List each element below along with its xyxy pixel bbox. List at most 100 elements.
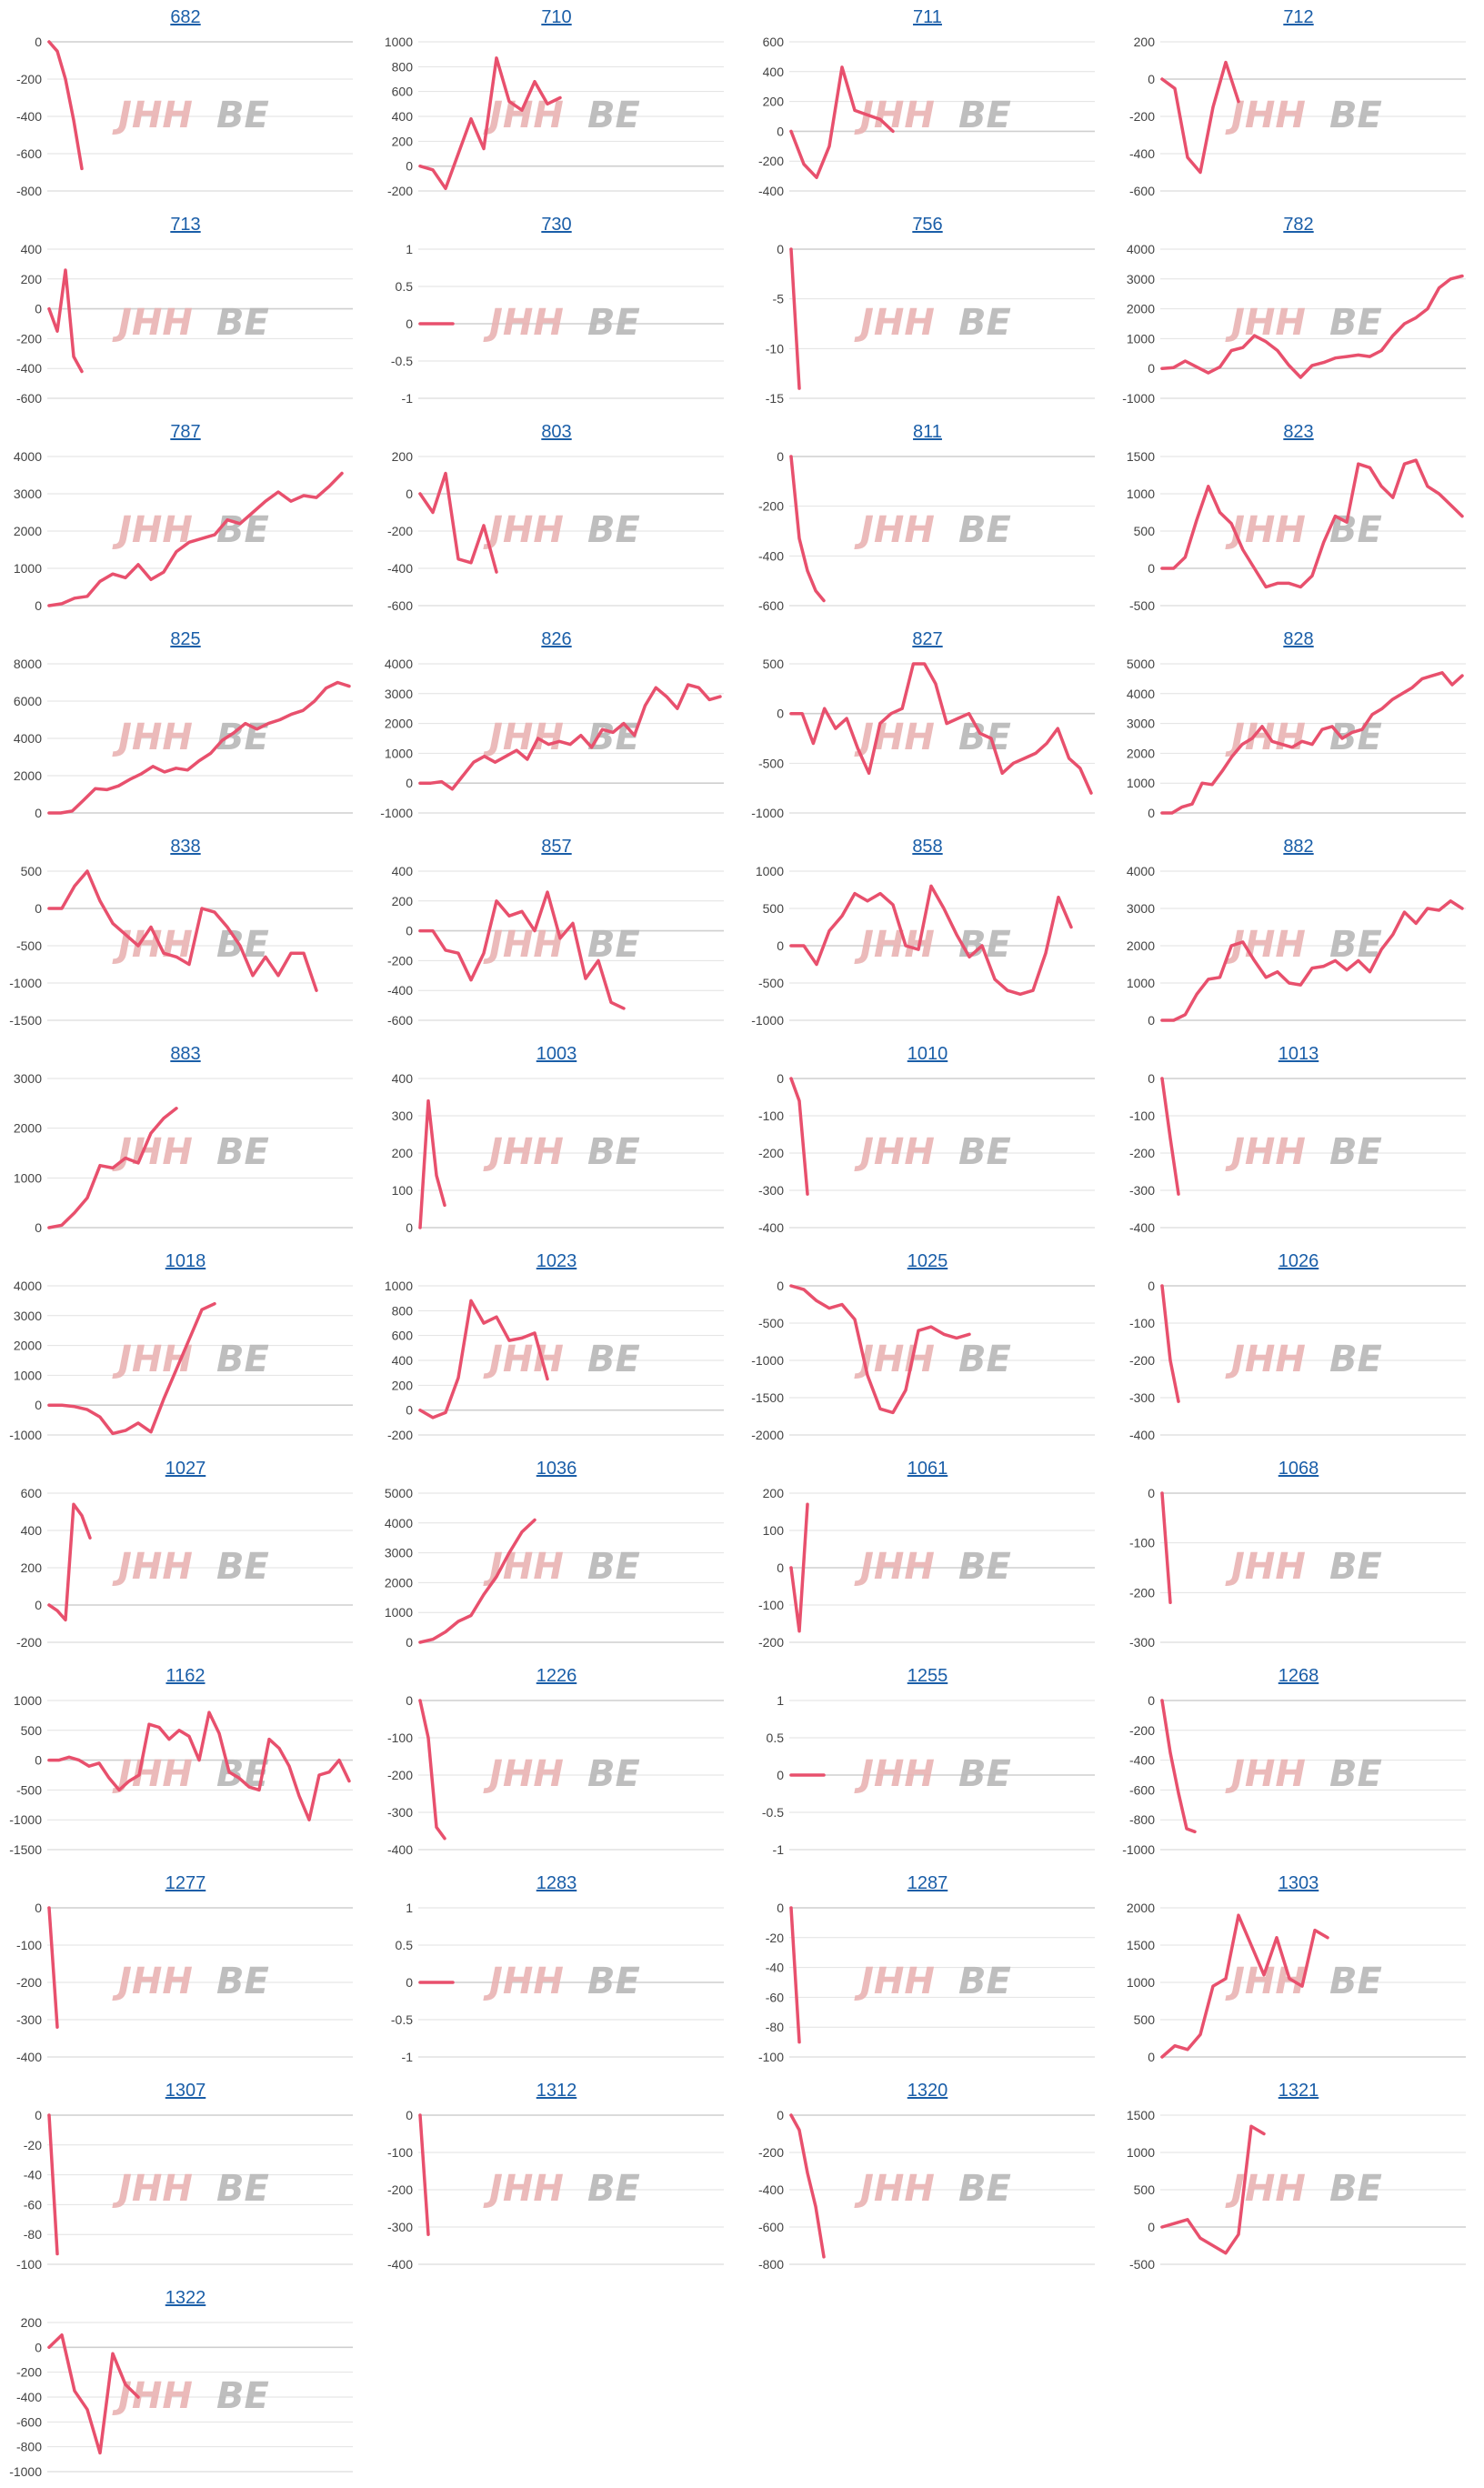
chart-title-link[interactable]: 713 bbox=[170, 215, 201, 235]
y-tick-label: 2000 bbox=[385, 1575, 413, 1590]
chart-panel-838: 500 0 -500 -1000 -1500 JHH BE 838 bbox=[0, 829, 371, 1037]
watermark-logo: JHH BE bbox=[483, 509, 640, 551]
chart-title-link[interactable]: 756 bbox=[912, 215, 943, 235]
y-tick-label: -1000 bbox=[1122, 1842, 1155, 1857]
chart-title-link[interactable]: 825 bbox=[170, 629, 201, 649]
y-tick-label: 0 bbox=[1148, 2050, 1155, 2064]
series-line bbox=[47, 1710, 351, 1821]
chart-title-link[interactable]: 838 bbox=[170, 837, 201, 857]
chart-svg: 0 -100 -200 -300 -400 JHH BE bbox=[16, 1901, 353, 2064]
chart-title-link[interactable]: 1026 bbox=[1278, 1251, 1319, 1271]
chart-title-link[interactable]: 787 bbox=[170, 422, 201, 442]
y-tick-label: 200 bbox=[763, 1486, 785, 1500]
chart-title-link[interactable]: 1307 bbox=[165, 2081, 206, 2101]
chart-title-link[interactable]: 882 bbox=[1283, 837, 1314, 857]
watermark-part-1: JHH bbox=[1225, 1753, 1306, 1795]
y-tick-label: 600 bbox=[21, 1486, 43, 1500]
y-tick-label: -100 bbox=[758, 1109, 784, 1123]
chart-title-link[interactable]: 1322 bbox=[165, 2288, 206, 2308]
watermark-logo: JHH BE bbox=[854, 1546, 1011, 1588]
y-tick-label: -100 bbox=[758, 1598, 784, 1612]
watermark-part-2: BE bbox=[1329, 302, 1382, 344]
chart-title-link[interactable]: 1003 bbox=[536, 1044, 577, 1064]
chart-title-link[interactable]: 826 bbox=[541, 629, 572, 649]
y-tick-label: -0.5 bbox=[391, 2012, 413, 2027]
watermark-logo: JHH BE bbox=[112, 1961, 269, 2002]
chart-panel-1312: 0 -100 -200 -300 -400 JHH BE 1312 bbox=[371, 2073, 742, 2281]
chart-svg: 200 0 -200 -400 -600 -800 -1000 JHH BE bbox=[9, 2315, 353, 2479]
chart-title-link[interactable]: 827 bbox=[912, 629, 943, 649]
chart-title-link[interactable]: 730 bbox=[541, 215, 572, 235]
y-tick-label: 2000 bbox=[1127, 938, 1155, 953]
y-tick-label: -1000 bbox=[751, 1013, 784, 1028]
chart-panel-1303: 2000 1500 1000 500 0 JHH BE 1303 bbox=[1113, 1866, 1484, 2073]
y-tick-label: 4000 bbox=[385, 1516, 413, 1530]
y-tick-label: -200 bbox=[758, 2145, 784, 2160]
chart-title-link[interactable]: 1287 bbox=[907, 1873, 948, 1893]
chart-title-link[interactable]: 1061 bbox=[907, 1459, 948, 1479]
series-line bbox=[418, 1099, 446, 1229]
y-tick-label: -200 bbox=[387, 953, 413, 968]
chart-title-link[interactable]: 1025 bbox=[907, 1251, 948, 1271]
y-tick-label: 400 bbox=[763, 65, 785, 79]
chart-title-link[interactable]: 1018 bbox=[165, 1251, 206, 1271]
chart-title-link[interactable]: 1303 bbox=[1278, 1873, 1319, 1893]
y-tick-label: 0 bbox=[35, 1901, 42, 1915]
chart-title-link[interactable]: 858 bbox=[912, 837, 943, 857]
chart-title-link[interactable]: 1023 bbox=[536, 1251, 577, 1271]
chart-title-link[interactable]: 1013 bbox=[1278, 1044, 1319, 1064]
y-tick-label: -400 bbox=[387, 983, 413, 998]
chart-title-link[interactable]: 823 bbox=[1283, 422, 1314, 442]
chart-title-link[interactable]: 803 bbox=[541, 422, 572, 442]
chart-panel-828: 5000 4000 3000 2000 1000 0 JHH BE 828 bbox=[1113, 622, 1484, 829]
chart-title-link[interactable]: 1036 bbox=[536, 1459, 577, 1479]
series-line bbox=[418, 1299, 549, 1420]
watermark-part-1: JHH bbox=[112, 717, 193, 758]
series-line bbox=[418, 1518, 536, 1644]
chart-title-link[interactable]: 828 bbox=[1283, 629, 1314, 649]
chart-panel-803: 200 0 -200 -400 -600 JHH BE 803 bbox=[371, 415, 742, 622]
series-line bbox=[1160, 2124, 1266, 2255]
watermark-part-2: BE bbox=[958, 717, 1011, 758]
chart-title-link[interactable]: 1321 bbox=[1278, 2081, 1319, 2101]
chart-title-link[interactable]: 1283 bbox=[536, 1873, 577, 1893]
chart-title-link[interactable]: 682 bbox=[170, 7, 201, 27]
y-tick-label: -1 bbox=[402, 391, 414, 406]
chart-panel-712: 200 0 -200 -400 -600 JHH BE 712 bbox=[1113, 0, 1484, 207]
y-tick-label: 0 bbox=[35, 1220, 42, 1235]
chart-title-link[interactable]: 1226 bbox=[536, 1666, 577, 1686]
chart-title-link[interactable]: 710 bbox=[541, 7, 572, 27]
series-line bbox=[47, 1502, 92, 1622]
chart-panel-730: 1 0.5 0 -0.5 -1 JHH BE 730 bbox=[371, 207, 742, 415]
watermark-logo: JHH BE bbox=[483, 1339, 640, 1380]
chart-title-link[interactable]: 1255 bbox=[907, 1666, 948, 1686]
chart-title-link[interactable]: 857 bbox=[541, 837, 572, 857]
chart-title-link[interactable]: 1010 bbox=[907, 1044, 948, 1064]
y-tick-label: 500 bbox=[763, 657, 785, 671]
chart-title-link[interactable]: 1277 bbox=[165, 1873, 206, 1893]
y-tick-label: 0 bbox=[35, 1753, 42, 1768]
y-tick-label: 0 bbox=[35, 901, 42, 916]
series-line bbox=[1160, 1284, 1180, 1403]
chart-svg: 400 200 0 -200 -400 -600 JHH BE bbox=[16, 242, 353, 406]
y-tick-label: 2000 bbox=[14, 1339, 42, 1353]
y-tick-label: -200 bbox=[387, 2182, 413, 2197]
y-tick-label: 0 bbox=[406, 776, 413, 790]
y-tick-label: -200 bbox=[387, 184, 413, 198]
y-tick-label: -5 bbox=[773, 292, 785, 306]
chart-title-link[interactable]: 782 bbox=[1283, 215, 1314, 235]
watermark-logo: JHH BE bbox=[854, 95, 1011, 136]
y-tick-label: 2000 bbox=[1127, 302, 1155, 316]
chart-title-link[interactable]: 1268 bbox=[1278, 1666, 1319, 1686]
chart-title-link[interactable]: 883 bbox=[170, 1044, 201, 1064]
chart-title-link[interactable]: 1320 bbox=[907, 2081, 948, 2101]
chart-title-link[interactable]: 811 bbox=[913, 422, 942, 442]
chart-title-link[interactable]: 1312 bbox=[536, 2081, 577, 2101]
chart-title-link[interactable]: 1162 bbox=[165, 1666, 206, 1686]
chart-title-link[interactable]: 711 bbox=[913, 7, 942, 27]
chart-title-link[interactable]: 1027 bbox=[165, 1459, 206, 1479]
chart-title-link[interactable]: 712 bbox=[1283, 7, 1314, 27]
chart-title-link[interactable]: 1068 bbox=[1278, 1459, 1319, 1479]
watermark-logo: JHH BE bbox=[854, 1753, 1011, 1795]
